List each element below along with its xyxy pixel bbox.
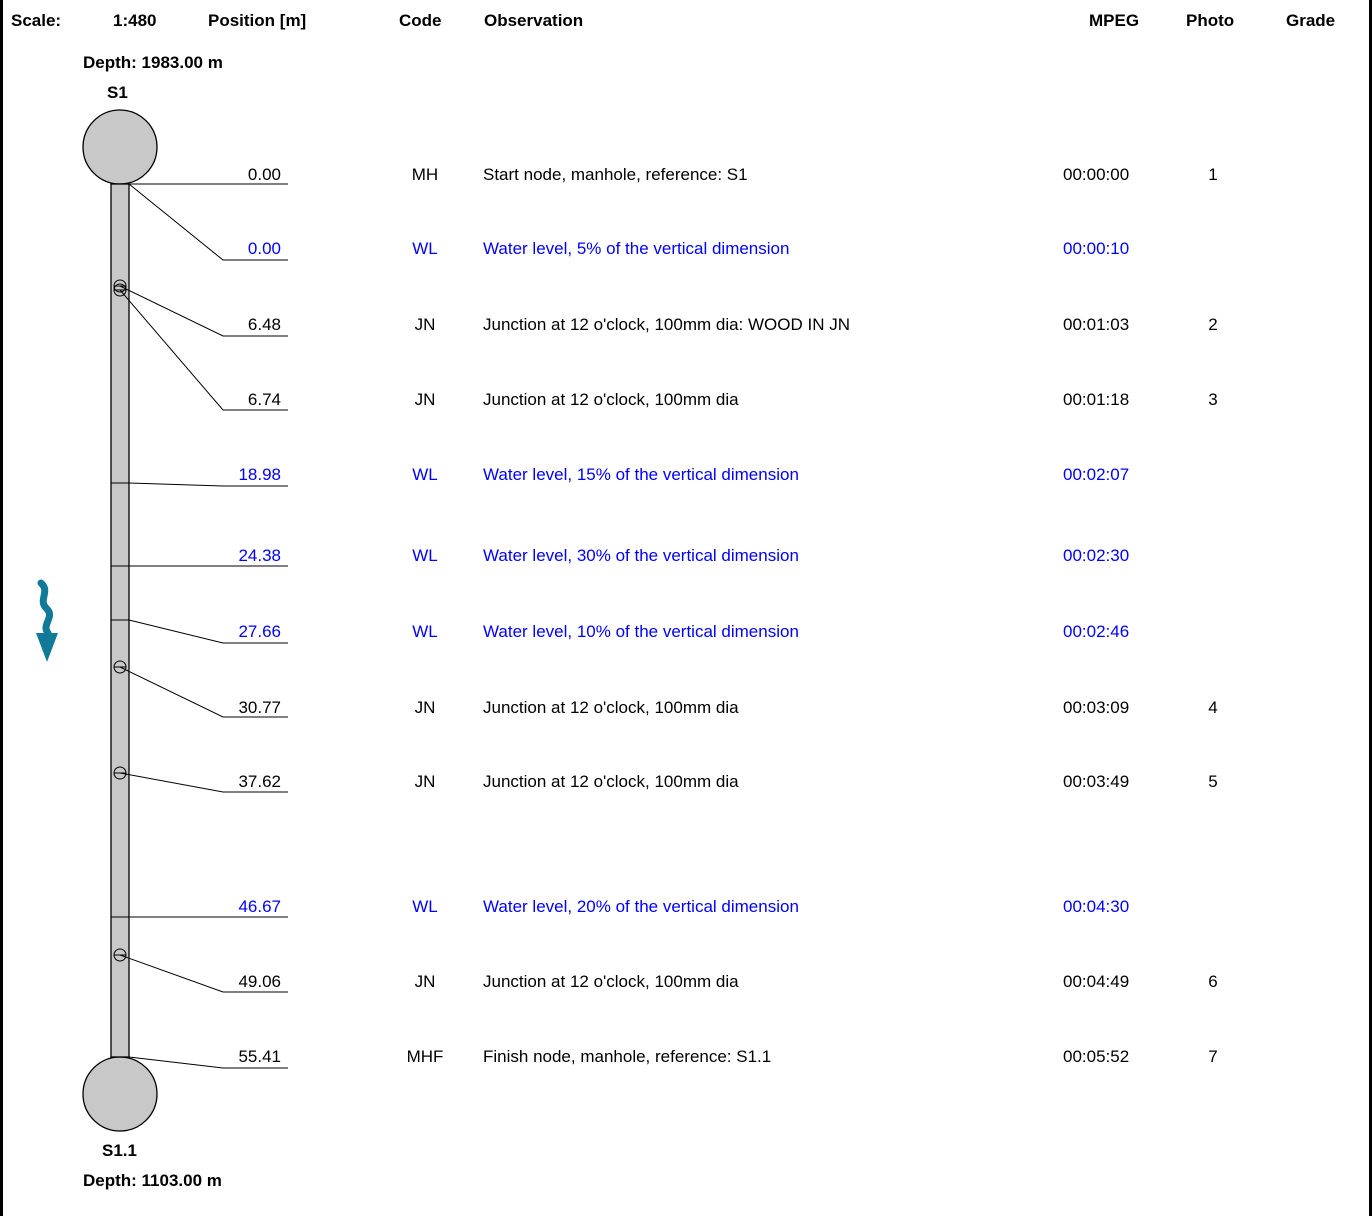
leader-line-7: [128, 619, 288, 644]
mpeg-timestamp: 00:00:10: [1063, 239, 1130, 258]
code-value: JN: [414, 698, 436, 717]
position-value: 30.77: [238, 698, 281, 717]
photo-number: 6: [1208, 972, 1218, 991]
position-value: 0.00: [247, 239, 281, 258]
photo-number: 5: [1208, 772, 1218, 791]
position-value: 55.41: [238, 1047, 281, 1066]
leader-line-2: [128, 183, 288, 261]
observation-text: Water level, 10% of the vertical dimensi…: [483, 622, 799, 641]
leader-line-4: [119, 289, 288, 411]
code-value: WL: [412, 239, 438, 258]
pipe-segment-dividers: [111, 482, 129, 918]
mpeg-timestamp: 00:01:18: [1063, 390, 1130, 409]
grade-column-header: Grade: [1286, 11, 1336, 30]
code-value: WL: [412, 622, 438, 641]
position-value: 37.62: [238, 772, 281, 791]
observation-text: Junction at 12 o'clock, 100mm dia: [483, 698, 739, 717]
leader-line-8: [119, 666, 288, 718]
observation-text: Start node, manhole, reference: S1: [483, 165, 748, 184]
leader-line-12: [128, 1056, 288, 1069]
mpeg-timestamp: 00:00:00: [1063, 165, 1130, 184]
leader-line-11: [119, 954, 288, 993]
flow-direction-arrow-icon: [36, 579, 58, 662]
position-value: 18.98: [238, 465, 281, 484]
photo-number: 3: [1208, 390, 1218, 409]
scale-label: Scale:: [11, 11, 62, 30]
code-value: JN: [414, 315, 436, 334]
mpeg-timestamp: 00:05:52: [1063, 1047, 1130, 1066]
position-value: 27.66: [238, 622, 281, 641]
photo-number: 2: [1208, 315, 1218, 334]
photo-number: 7: [1208, 1047, 1218, 1066]
mpeg-timestamp: 00:03:49: [1063, 772, 1130, 791]
observation-leader-lines: [119, 183, 288, 1069]
mpeg-timestamp: 00:01:03: [1063, 315, 1130, 334]
mpeg-timestamp: 00:04:30: [1063, 897, 1130, 916]
observation-text: Junction at 12 o'clock, 100mm dia: [483, 390, 739, 409]
junction-symbol-icon: [113, 283, 127, 297]
mpeg-timestamp: 00:04:49: [1063, 972, 1130, 991]
leader-line-5: [128, 482, 288, 487]
code-column-header: Code: [399, 11, 442, 30]
mpeg-timestamp: 00:02:07: [1063, 465, 1130, 484]
code-value: JN: [414, 390, 436, 409]
observation-text: Water level, 30% of the vertical dimensi…: [483, 546, 799, 565]
finish-node-depth: Depth: 1103.00 m: [83, 1171, 222, 1190]
observation-text: Water level, 5% of the vertical dimensio…: [483, 239, 790, 258]
photo-number: 4: [1208, 698, 1218, 717]
junction-symbol-icon: [113, 948, 127, 962]
code-value: MH: [411, 165, 439, 184]
finish-manhole-circle-icon: [82, 1056, 158, 1132]
observation-column-header: Observation: [484, 11, 584, 30]
code-value: WL: [412, 465, 438, 484]
mpeg-timestamp: 00:03:09: [1063, 698, 1130, 717]
start-node-name: S1: [107, 83, 128, 102]
position-value: 24.38: [238, 546, 281, 565]
finish-node-name: S1.1: [102, 1141, 137, 1160]
code-value: WL: [412, 897, 438, 916]
start-node-depth: Depth: 1983.00 m: [83, 53, 223, 72]
code-value: MHF: [406, 1047, 444, 1066]
position-value: 6.48: [247, 315, 281, 334]
mpeg-timestamp: 00:02:30: [1063, 546, 1130, 565]
leader-line-3: [119, 285, 288, 337]
scale-value: 1:480: [113, 11, 157, 30]
leader-line-9: [119, 772, 288, 793]
observation-text: Water level, 15% of the vertical dimensi…: [483, 465, 799, 484]
observation-text: Junction at 12 o'clock, 100mm dia: [483, 972, 739, 991]
observation-text: Water level, 20% of the vertical dimensi…: [483, 897, 799, 916]
photo-number: 1: [1208, 165, 1218, 184]
mpeg-timestamp: 00:02:46: [1063, 622, 1130, 641]
observation-text: Finish node, manhole, reference: S1.1: [483, 1047, 772, 1066]
photo-column-header: Photo: [1186, 11, 1235, 30]
mpeg-column-header: MPEG: [1089, 11, 1140, 30]
position-value: 0.00: [247, 165, 281, 184]
start-manhole-circle-icon: [82, 109, 158, 185]
position-value: 49.06: [238, 972, 281, 991]
observation-text: Junction at 12 o'clock, 100mm dia: [483, 772, 739, 791]
junction-symbol-icon: [113, 660, 127, 674]
code-value: JN: [414, 772, 436, 791]
observation-text: Junction at 12 o'clock, 100mm dia: WOOD …: [483, 315, 850, 334]
code-value: WL: [412, 546, 438, 565]
position-value: 46.67: [238, 897, 281, 916]
junction-symbol-icon: [113, 766, 127, 780]
pipe-diagram: [36, 109, 288, 1132]
position-column-header: Position [m]: [208, 11, 307, 30]
position-value: 6.74: [247, 390, 281, 409]
code-value: JN: [414, 972, 436, 991]
